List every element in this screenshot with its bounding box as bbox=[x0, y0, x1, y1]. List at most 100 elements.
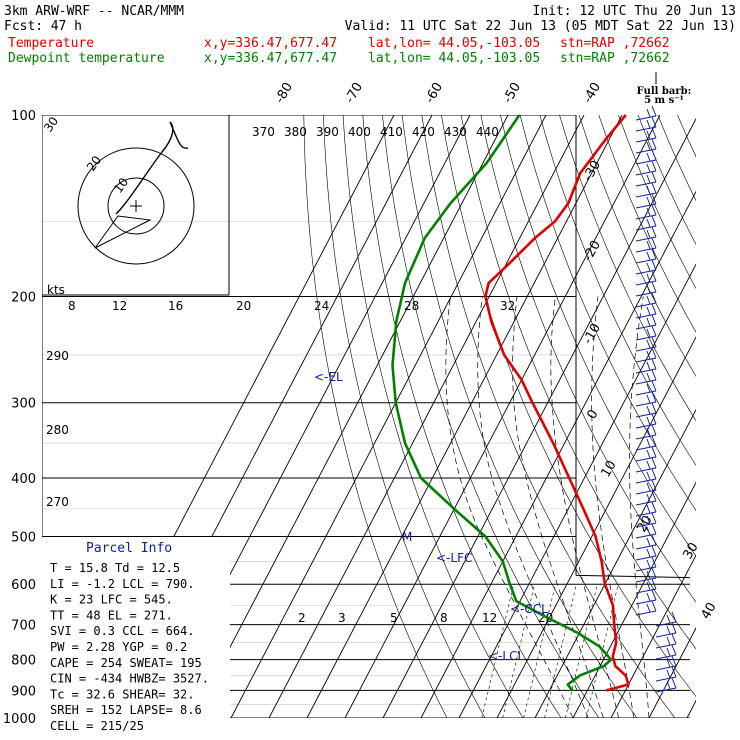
hodograph-ring-inner bbox=[107, 177, 165, 235]
parcel-info-title: Parcel Info bbox=[86, 541, 172, 556]
wind-barb-icon bbox=[635, 170, 657, 176]
wind-barb-icon bbox=[635, 192, 657, 198]
dry-adiabat-line bbox=[500, 115, 696, 557]
parcel-info-row: LI = -1.2 LCL = 790. bbox=[50, 577, 195, 591]
mixing-ratio-label: 5 bbox=[390, 611, 398, 625]
wind-barb-icon bbox=[635, 445, 657, 451]
barb-key-line2: 5 m s⁻¹ bbox=[644, 95, 684, 106]
parcel-info-panel: Parcel Info T = 15.8 Td = 12.5 LI = -1.2 … bbox=[42, 537, 230, 737]
wind-barb-icon bbox=[635, 203, 657, 209]
dry-adiabat-line bbox=[401, 115, 638, 718]
wind-barbs bbox=[635, 105, 677, 693]
wind-barb-icon bbox=[635, 247, 657, 253]
theta-label: 400 bbox=[348, 125, 371, 139]
moist-adiabat-line bbox=[629, 296, 650, 718]
m-marker: M bbox=[402, 530, 412, 544]
dry-adiabat-line bbox=[539, 115, 696, 466]
theta-label: 440 bbox=[476, 125, 499, 139]
wind-barb-icon bbox=[635, 368, 657, 374]
wind-barb-icon bbox=[635, 500, 657, 506]
mixing-ratio-line bbox=[544, 584, 577, 718]
dry-adiabat-line bbox=[421, 115, 676, 718]
dry-adiabat-line bbox=[677, 115, 696, 158]
isotherm-line bbox=[306, 115, 623, 718]
hodograph-ring-label: 20 bbox=[84, 153, 104, 174]
wind-barb-icon bbox=[655, 632, 677, 638]
temperature-xy: x,y=336.47,677.47 bbox=[204, 36, 337, 51]
wind-barb-icon bbox=[635, 269, 657, 275]
dry-adiabat-line bbox=[657, 115, 696, 202]
theta-label: 380 bbox=[284, 125, 307, 139]
theta-label: 270 bbox=[46, 495, 69, 509]
wind-barb-icon bbox=[635, 456, 657, 462]
isotherm-label: -80 bbox=[272, 80, 296, 106]
mixing-ratio-label: 12 bbox=[482, 611, 497, 625]
theta-label: 410 bbox=[380, 125, 403, 139]
wind-barb-icon bbox=[635, 126, 657, 132]
wind-barb-icon bbox=[635, 511, 657, 517]
theta-label: 370 bbox=[252, 125, 275, 139]
wind-barb-icon bbox=[635, 258, 657, 264]
wind-barb-icon bbox=[635, 390, 657, 396]
dry-adiabat-line bbox=[323, 115, 486, 718]
wind-barb-icon bbox=[635, 236, 657, 242]
pressure-tick-label: 200 bbox=[11, 291, 36, 306]
isotherm-line bbox=[496, 336, 696, 718]
wind-barb-icon bbox=[635, 412, 657, 418]
wind-barb-icon bbox=[635, 335, 657, 341]
wind-barb-icon bbox=[635, 379, 657, 385]
parcel-info-row: T = 15.8 Td = 12.5 bbox=[50, 561, 180, 575]
mixing-ratio-label: 16 bbox=[168, 299, 183, 313]
wind-barb-icon bbox=[655, 665, 677, 671]
mixing-ratio-line bbox=[481, 584, 514, 718]
isotherm-label: 30 bbox=[680, 540, 701, 562]
isotherm-line bbox=[458, 263, 696, 718]
temperature-latlon: lat,lon= 44.05,-103.05 bbox=[368, 36, 540, 51]
wind-barb-icon bbox=[635, 214, 657, 220]
moist-adiabat-line bbox=[512, 296, 604, 718]
wind-barb-icon bbox=[635, 302, 657, 308]
dry-adiabat-line bbox=[460, 115, 696, 650]
wind-barb-icon bbox=[635, 610, 657, 616]
isotherm-label: -50 bbox=[500, 80, 524, 106]
theta-label: 280 bbox=[46, 423, 69, 437]
isotherm-line bbox=[268, 115, 585, 718]
forecast-label: Fcst: bbox=[4, 19, 43, 34]
mixing-ratio-line bbox=[523, 584, 556, 718]
isotherm-label: -70 bbox=[342, 80, 366, 106]
wind-barb-icon bbox=[655, 643, 677, 649]
wind-barb-icon bbox=[635, 324, 657, 330]
parcel-info-row: K = 23 LFC = 545. bbox=[50, 593, 173, 607]
parcel-info-row: CIN = -434 HWBZ= 3527. bbox=[50, 672, 209, 686]
hodograph-trace bbox=[115, 121, 189, 215]
hodograph-ring-label: 10 bbox=[111, 175, 131, 196]
mixing-ratio-label: 2 bbox=[298, 611, 306, 625]
isotherm-line bbox=[420, 190, 696, 718]
init-time: Init: 12 UTC Thu 20 Jun 13 bbox=[533, 4, 737, 19]
isotherm-label: 20 bbox=[634, 513, 655, 535]
wind-barb-icon bbox=[635, 566, 657, 572]
wind-barb-icon bbox=[635, 544, 657, 550]
wind-barb-icon bbox=[635, 599, 657, 605]
wind-barb-icon bbox=[635, 313, 657, 319]
valid-time: Valid: 11 UTC Sat 22 Jun 13 (05 MDT Sat … bbox=[345, 19, 736, 34]
isotherm-label: -60 bbox=[422, 80, 446, 106]
wind-barb-icon bbox=[635, 159, 657, 165]
mixing-ratio-line bbox=[502, 584, 535, 718]
dewpoint-legend: Dewpoint temperature bbox=[8, 51, 165, 66]
parcel-info-row: TT = 48 EL = 271. bbox=[50, 608, 173, 622]
wind-barb-icon bbox=[635, 401, 657, 407]
wind-barb-icon bbox=[655, 676, 677, 682]
isotherm-label: -30 bbox=[580, 158, 604, 184]
isotherm-label: 0 bbox=[584, 407, 601, 422]
isotherm-line bbox=[344, 115, 661, 718]
pressure-tick-label: 600 bbox=[11, 578, 36, 593]
wind-barb-icon bbox=[635, 225, 657, 231]
dry-adiabat-line bbox=[342, 115, 524, 718]
dry-adiabat-line bbox=[717, 115, 740, 718]
dry-adiabat-line bbox=[578, 115, 696, 377]
wind-barb-icon bbox=[635, 346, 657, 352]
wind-barb-icon bbox=[635, 588, 657, 594]
wind-barb-icon bbox=[655, 687, 677, 693]
